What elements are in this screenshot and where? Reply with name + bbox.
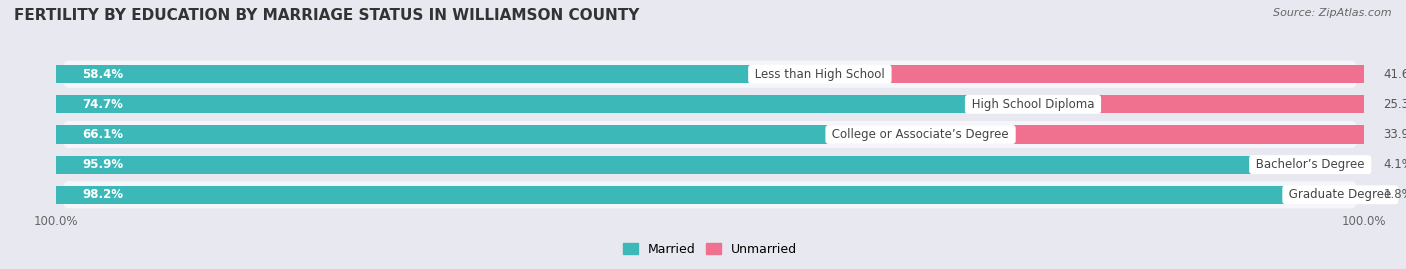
Text: College or Associate’s Degree: College or Associate’s Degree [828, 128, 1012, 141]
FancyBboxPatch shape [63, 181, 1357, 208]
Legend: Married, Unmarried: Married, Unmarried [619, 238, 801, 261]
Text: 33.9%: 33.9% [1384, 128, 1406, 141]
Text: 4.1%: 4.1% [1384, 158, 1406, 171]
Text: 58.4%: 58.4% [83, 68, 124, 81]
Bar [1310, 155, 1364, 174]
FancyBboxPatch shape [63, 91, 1357, 118]
Bar [921, 125, 1364, 144]
Bar [56, 95, 1033, 114]
Bar [56, 186, 1340, 204]
Text: 95.9%: 95.9% [83, 158, 124, 171]
Text: 98.2%: 98.2% [83, 188, 124, 201]
Text: 41.6%: 41.6% [1384, 68, 1406, 81]
Bar [56, 155, 1310, 174]
Text: 25.3%: 25.3% [1384, 98, 1406, 111]
Text: FERTILITY BY EDUCATION BY MARRIAGE STATUS IN WILLIAMSON COUNTY: FERTILITY BY EDUCATION BY MARRIAGE STATU… [14, 8, 640, 23]
Text: Bachelor’s Degree: Bachelor’s Degree [1253, 158, 1368, 171]
Bar [56, 65, 820, 83]
Bar [56, 125, 921, 144]
FancyBboxPatch shape [63, 61, 1357, 88]
FancyBboxPatch shape [63, 151, 1357, 178]
Bar [1340, 186, 1364, 204]
Bar [1033, 95, 1364, 114]
Text: Source: ZipAtlas.com: Source: ZipAtlas.com [1274, 8, 1392, 18]
FancyBboxPatch shape [63, 121, 1357, 148]
Text: 66.1%: 66.1% [83, 128, 124, 141]
Text: 1.8%: 1.8% [1384, 188, 1406, 201]
Bar [820, 65, 1364, 83]
Text: Less than High School: Less than High School [751, 68, 889, 81]
Text: 74.7%: 74.7% [83, 98, 124, 111]
Text: Graduate Degree: Graduate Degree [1285, 188, 1395, 201]
Text: High School Diploma: High School Diploma [967, 98, 1098, 111]
